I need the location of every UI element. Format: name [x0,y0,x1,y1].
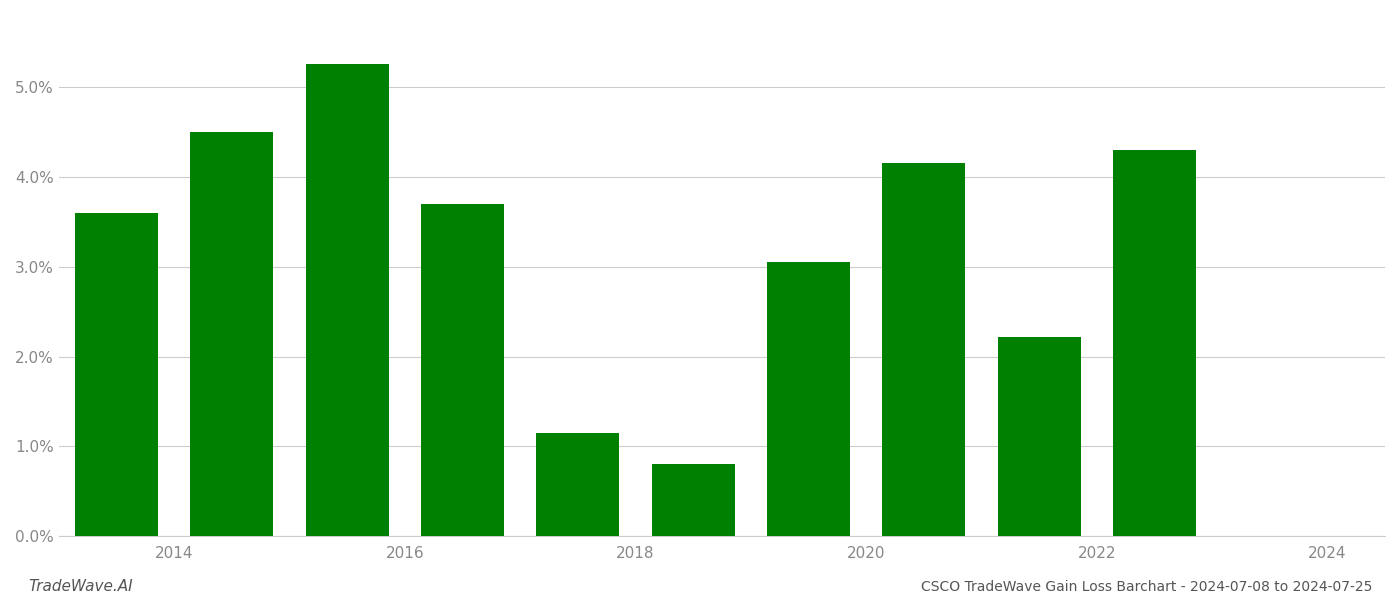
Bar [998,337,1081,536]
Text: TradeWave.AI: TradeWave.AI [28,579,133,594]
Bar [536,433,619,536]
Bar [767,262,850,536]
Bar [1113,150,1196,536]
Bar [651,464,735,536]
Bar [882,163,965,536]
Bar [74,213,158,536]
Bar [190,132,273,536]
Bar [305,64,389,536]
Bar [421,204,504,536]
Text: CSCO TradeWave Gain Loss Barchart - 2024-07-08 to 2024-07-25: CSCO TradeWave Gain Loss Barchart - 2024… [921,580,1372,594]
